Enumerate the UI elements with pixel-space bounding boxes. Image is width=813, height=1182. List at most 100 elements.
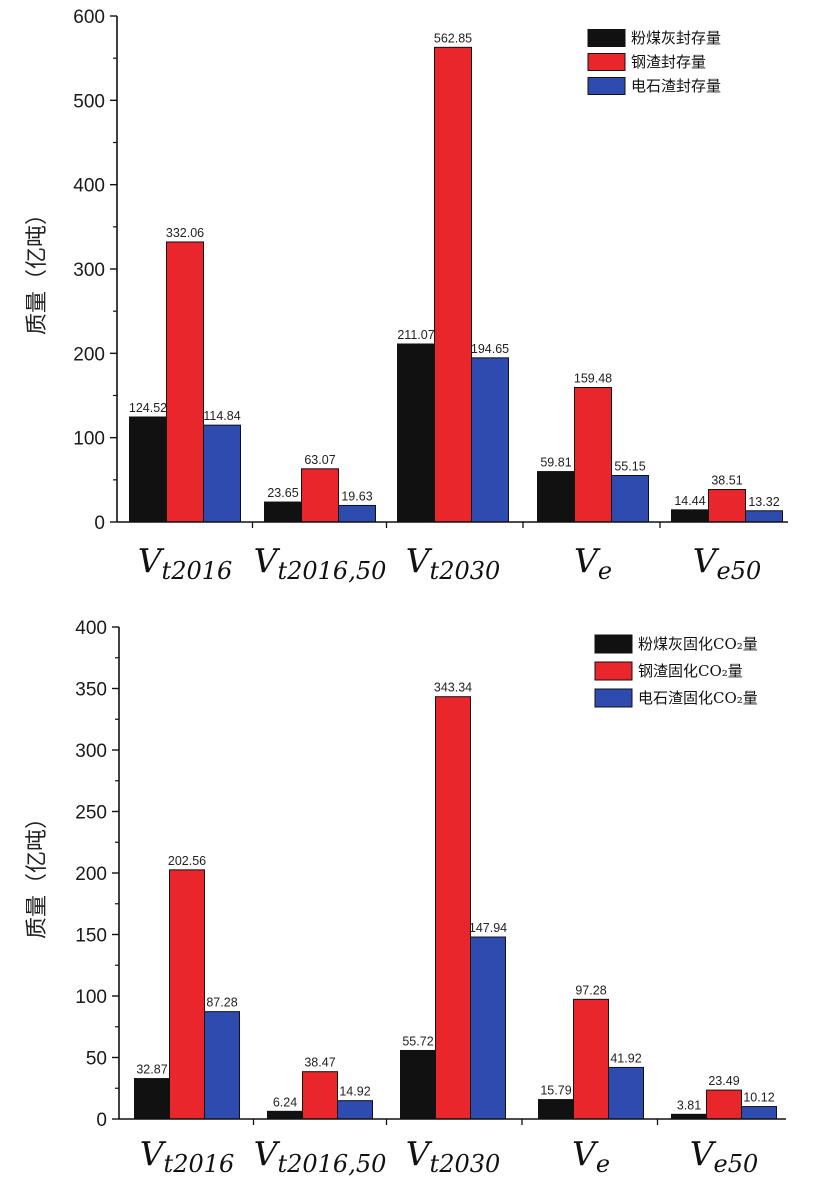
data-label: 194.65 (471, 342, 509, 356)
y-tick-label: 400 (75, 618, 107, 639)
bar (471, 357, 509, 523)
data-label: 32.87 (136, 1063, 167, 1077)
legend-label: 粉煤灰封存量 (631, 29, 721, 47)
category-label-subscript: t2030 (430, 1150, 501, 1178)
category-label: Ve50 (690, 1134, 759, 1178)
category-label-subscript: t2016,50 (277, 557, 386, 585)
data-label: 159.48 (574, 372, 612, 386)
data-label: 343.34 (434, 681, 472, 695)
bar (706, 1089, 742, 1120)
data-label: 3.81 (677, 1098, 701, 1112)
bar (338, 504, 376, 523)
bar (400, 1049, 436, 1120)
y-tick-label: 100 (75, 987, 107, 1008)
y-tick-label: 250 (75, 803, 107, 824)
bar (301, 468, 339, 523)
bar (267, 1110, 303, 1120)
category-label: Ve50 (693, 541, 762, 585)
legend-label: 钢渣封存量 (631, 53, 706, 71)
data-label: 147.94 (469, 921, 507, 935)
data-label: 97.28 (575, 983, 606, 997)
data-label: 63.07 (304, 453, 335, 467)
y-tick-label: 100 (73, 429, 105, 450)
category-label: Ve (572, 1134, 610, 1178)
category-label-main: V (574, 541, 601, 580)
y-tick-label: 300 (73, 260, 105, 281)
bar (134, 1078, 170, 1120)
y-tick-label: 150 (75, 926, 107, 947)
legend-label: 粉煤灰固化CO₂量 (638, 635, 758, 653)
category-label-subscript: e50 (714, 1150, 759, 1178)
bar (204, 1011, 240, 1120)
bar (745, 510, 783, 523)
y-tick-label: 200 (73, 344, 105, 365)
y-tick-label: 50 (86, 1049, 107, 1070)
y-axis-label: 质量（亿吨） (25, 807, 50, 939)
y-tick-label: 350 (75, 680, 107, 701)
legend-label: 钢渣固化CO₂量 (638, 662, 743, 680)
y-tick-label: 300 (75, 741, 107, 762)
data-label: 87.28 (206, 996, 237, 1010)
data-label: 211.07 (397, 328, 434, 342)
category-label: Vt2016,50 (254, 541, 387, 585)
bar (538, 1099, 574, 1120)
legend-swatch (594, 661, 633, 681)
category-label: Vt2016 (138, 541, 233, 585)
category-label-subscript: e (596, 1150, 610, 1178)
data-label: 38.51 (711, 474, 742, 488)
bar (608, 1066, 644, 1120)
bar (573, 998, 609, 1120)
bar (741, 1106, 777, 1120)
y-tick-label: 200 (75, 864, 107, 885)
chart-storage: 124.52 23.65 211.07 59.81 14.44 332.06 63.07 56… (0, 0, 813, 590)
data-label: 59.81 (540, 456, 571, 470)
data-label: 124.52 (129, 401, 167, 415)
bar (264, 501, 302, 523)
chart-co2-fixation: 32.87 6.24 55.72 15.79 3.81 202.56 38.47 343.34… (0, 600, 813, 1182)
category-label: Vt2016,50 (254, 1134, 387, 1178)
bar (611, 474, 649, 523)
chart-co2-fixation-svg: 32.87 6.24 55.72 15.79 3.81 202.56 38.47 343.34… (25, 618, 786, 1178)
category-label-main: V (138, 541, 165, 580)
category-label: Vt2016 (140, 1134, 235, 1178)
legend-label: 电石渣固化CO₂量 (638, 689, 758, 707)
category-label-main: V (693, 541, 720, 580)
bar (166, 241, 204, 523)
bar (537, 471, 575, 523)
category-label-subscript: e (598, 557, 612, 585)
category-label-main: V (406, 1134, 433, 1173)
category-label-main: V (254, 541, 281, 580)
bar (337, 1100, 373, 1120)
category-label-main: V (140, 1134, 167, 1173)
bar (470, 936, 506, 1120)
data-label: 10.12 (743, 1091, 774, 1105)
bar (169, 869, 205, 1120)
data-label: 332.06 (166, 226, 204, 240)
data-label: 23.49 (708, 1074, 739, 1088)
category-label-subscript: t2016 (164, 1150, 235, 1178)
y-tick-label: 500 (73, 91, 105, 112)
category-label-main: V (406, 541, 433, 580)
bar (671, 509, 709, 523)
data-label: 38.47 (304, 1056, 335, 1070)
data-label: 14.44 (674, 494, 705, 508)
data-label: 55.72 (402, 1034, 433, 1048)
legend-swatch (594, 634, 633, 654)
bar (203, 424, 241, 523)
y-tick-label: 600 (73, 7, 105, 28)
data-label: 6.24 (273, 1095, 297, 1109)
bar (708, 489, 746, 523)
data-label: 14.92 (339, 1085, 370, 1099)
data-label: 562.85 (434, 31, 472, 45)
data-label: 23.65 (267, 486, 298, 500)
category-label: Vt2030 (406, 1134, 501, 1178)
data-label: 202.56 (168, 854, 206, 868)
category-label-main: V (572, 1134, 599, 1173)
bar (129, 416, 167, 523)
chart-storage-svg: 124.52 23.65 211.07 59.81 14.44 332.06 63.07 56… (25, 7, 788, 585)
category-label-subscript: t2030 (430, 557, 501, 585)
category-label-subscript: t2016,50 (277, 1150, 386, 1178)
legend-label: 电石渣封存量 (631, 77, 721, 95)
category-label-subscript: t2016 (162, 557, 233, 585)
y-tick-label: 400 (73, 176, 105, 197)
